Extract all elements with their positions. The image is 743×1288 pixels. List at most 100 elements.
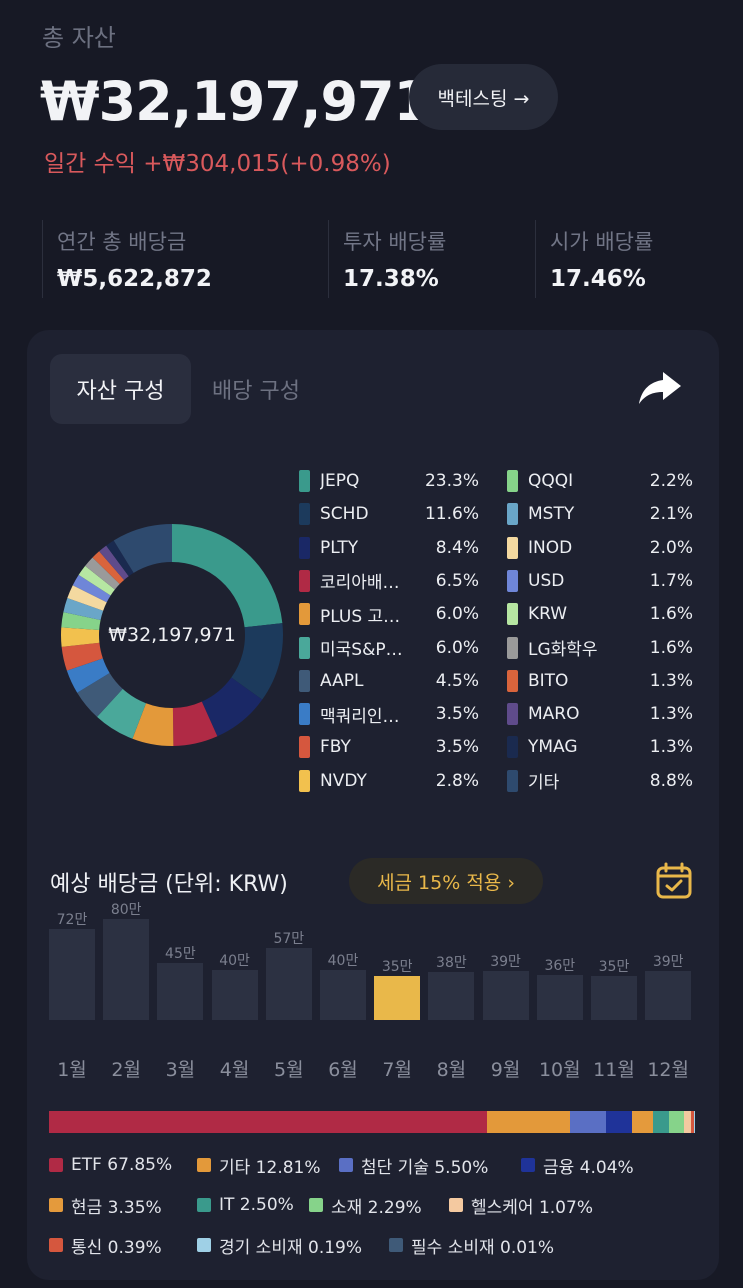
month-bar[interactable]	[591, 975, 637, 1020]
month-bar[interactable]	[157, 963, 204, 1020]
calendar-icon[interactable]	[655, 862, 693, 900]
donut-slice-17	[99, 545, 129, 581]
month-bar[interactable]	[211, 969, 258, 1020]
donut-slice-18	[106, 540, 134, 577]
month-label: 10월	[538, 1059, 581, 1081]
legend-percent: 11.6%	[424, 504, 479, 525]
sector-swatch	[49, 1158, 63, 1172]
sector-label: 경기 소비재 0.19%	[219, 1237, 363, 1258]
legend-percent: 1.3%	[649, 737, 693, 758]
legend-item: YMAG 1.3%	[507, 732, 693, 762]
donut-slice-8	[61, 642, 104, 671]
sector-swatch	[309, 1198, 323, 1212]
legend-swatch	[299, 503, 310, 526]
month-bar[interactable]	[428, 972, 475, 1020]
bar-value-label: 72만	[56, 912, 88, 929]
legend-percent: 6.0%	[435, 604, 479, 625]
legend-item: QQQI 2.2%	[507, 466, 693, 496]
daily-return-label: 일간 수익	[44, 151, 136, 177]
month-bar[interactable]	[103, 919, 150, 1020]
legend-name: PLTY	[320, 537, 359, 558]
legend-item: 기타 8.8%	[507, 766, 693, 796]
tab-dividend-composition[interactable]: 배당 구성	[212, 379, 300, 404]
legend-percent: 2.2%	[649, 471, 693, 491]
sector-segment	[487, 1111, 571, 1133]
sector-swatch	[521, 1158, 535, 1172]
month-bar[interactable]	[49, 929, 95, 1020]
legend-name: USD	[528, 570, 565, 591]
month-bar[interactable]	[320, 969, 366, 1020]
legend-item: INOD 2.0%	[507, 533, 693, 563]
month-bar[interactable]	[374, 975, 421, 1020]
month-bar[interactable]	[482, 970, 529, 1020]
legend-item: PLTY 8.4%	[299, 533, 484, 563]
bar-value-label: 40만	[327, 952, 359, 969]
dividend-stats: 연간 총 배당금 ₩5,622,872 투자 배당률 17.38% 시가 배당률…	[0, 220, 743, 300]
stat-label: 투자 배당률	[343, 230, 447, 254]
sector-swatch	[197, 1198, 211, 1212]
sector-label: IT 2.50%	[219, 1195, 294, 1215]
legend-percent: 1.6%	[649, 637, 693, 658]
legend-name: SCHD	[320, 504, 369, 525]
donut-slice-15	[85, 557, 120, 590]
legend-swatch	[299, 736, 310, 759]
portfolio-card: 자산 구성 배당 구성 ₩32,197,971 JEPQ 23.3% SCHD 11.…	[27, 330, 719, 1280]
month-bar[interactable]	[536, 974, 583, 1020]
total-assets-label: 총 자산	[42, 24, 116, 52]
share-icon[interactable]	[637, 368, 683, 408]
tax-applied-button[interactable]: 세금 15% 적용 ›	[349, 858, 543, 904]
bar-value-label: 39만	[490, 953, 521, 970]
legend-percent: 1.3%	[649, 670, 693, 691]
legend-name: LG화학우	[528, 640, 598, 660]
donut-slice-5	[97, 688, 147, 739]
legend-swatch	[299, 636, 310, 659]
legend-percent: 1.6%	[649, 604, 693, 625]
donut-slice-12	[67, 585, 107, 611]
month-label: 4월	[219, 1059, 250, 1081]
legend-percent: 6.5%	[435, 570, 479, 591]
legend-name: QQQI	[528, 471, 574, 491]
legend-swatch	[507, 669, 518, 692]
month-bar[interactable]	[645, 970, 692, 1020]
month-label: 8월	[436, 1059, 467, 1081]
legend-item: MSTY 2.1%	[507, 499, 693, 529]
month-label: 11월	[593, 1059, 635, 1081]
legend-percent: 2.8%	[435, 770, 479, 791]
sector-label: 기타 12.81%	[219, 1157, 321, 1178]
backtest-button[interactable]: 백테스팅 →	[409, 64, 558, 130]
sector-label: ETF 67.85%	[71, 1155, 173, 1175]
donut-slice-2	[201, 676, 263, 737]
sector-legend-item: 통신 0.39%	[49, 1230, 162, 1260]
donut-slice-19	[113, 524, 173, 574]
annual-dividend-stat: 연간 총 배당금 ₩5,622,872	[42, 220, 212, 298]
legend-swatch	[299, 703, 310, 726]
bar-value-label: 40만	[219, 952, 250, 969]
legend-item: FBY 3.5%	[299, 732, 484, 762]
month-bar[interactable]	[265, 948, 312, 1020]
legend-name: MARO	[528, 704, 580, 725]
sector-segment	[693, 1111, 695, 1133]
legend-percent: 2.0%	[649, 537, 693, 558]
tab-asset-composition[interactable]: 자산 구성	[50, 354, 191, 424]
sector-swatch	[197, 1238, 211, 1252]
sector-segment	[605, 1111, 632, 1133]
donut-slice-11	[63, 598, 104, 621]
donut-slice-10	[61, 612, 101, 631]
legend-name: AAPL	[320, 670, 364, 691]
bar-value-label: 80만	[110, 902, 142, 918]
sector-legend-item: 기타 12.81%	[197, 1150, 321, 1180]
legend-name: BITO	[528, 670, 569, 691]
sector-legend-item: ETF 67.85%	[49, 1150, 172, 1180]
sector-legend-item: IT 2.50%	[197, 1190, 294, 1220]
sector-legend-item: 필수 소비재 0.01%	[389, 1230, 554, 1260]
asset-donut-chart	[61, 524, 283, 746]
bar-value-label: 39만	[652, 953, 684, 970]
legend-name: JEPQ	[320, 471, 360, 491]
sector-segment	[570, 1111, 606, 1133]
legend-swatch	[507, 536, 518, 559]
legend-percent: 23.3%	[424, 471, 479, 491]
sector-label: 헬스케어 1.07%	[471, 1197, 593, 1218]
sector-legend-item: 헬스케어 1.07%	[449, 1190, 593, 1220]
donut-slice-4	[132, 702, 174, 746]
legend-percent: 8.4%	[435, 537, 479, 558]
